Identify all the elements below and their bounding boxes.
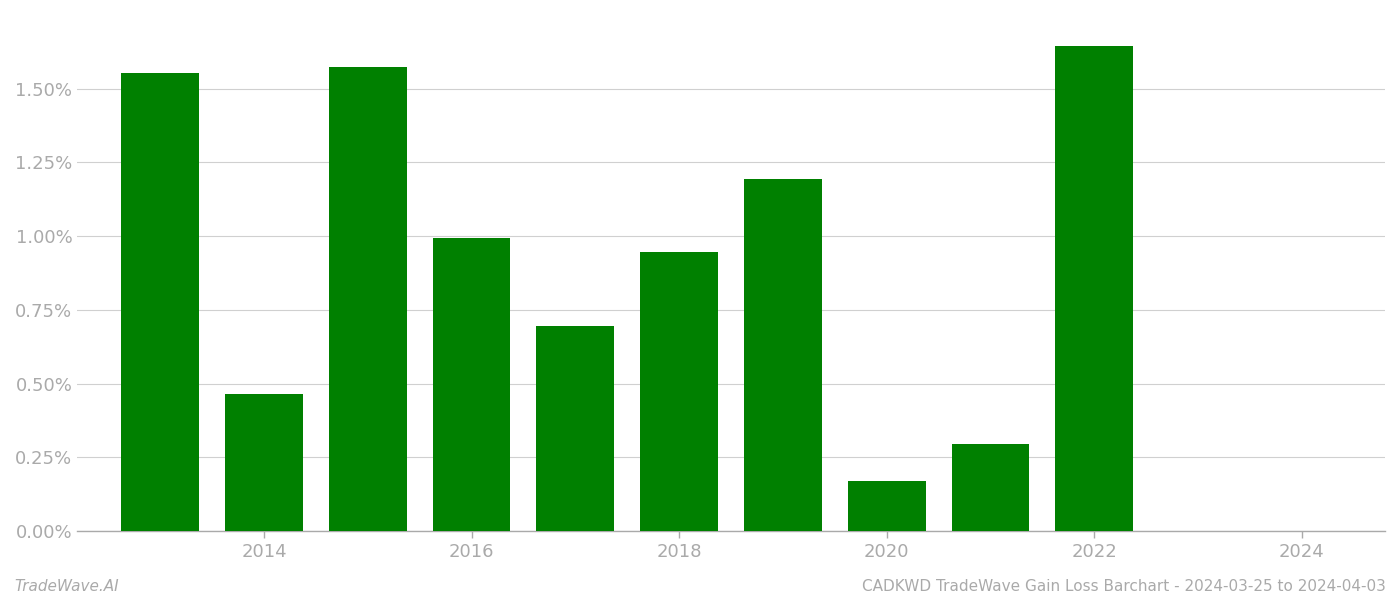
- Bar: [848, 481, 925, 531]
- Bar: [952, 444, 1029, 531]
- Bar: [225, 394, 302, 531]
- Text: TradeWave.AI: TradeWave.AI: [14, 579, 119, 594]
- Bar: [1056, 46, 1133, 531]
- Bar: [122, 73, 199, 531]
- Bar: [329, 67, 406, 531]
- Bar: [743, 179, 822, 531]
- Text: CADKWD TradeWave Gain Loss Barchart - 2024-03-25 to 2024-04-03: CADKWD TradeWave Gain Loss Barchart - 20…: [862, 579, 1386, 594]
- Bar: [536, 326, 615, 531]
- Bar: [433, 238, 511, 531]
- Bar: [640, 253, 718, 531]
